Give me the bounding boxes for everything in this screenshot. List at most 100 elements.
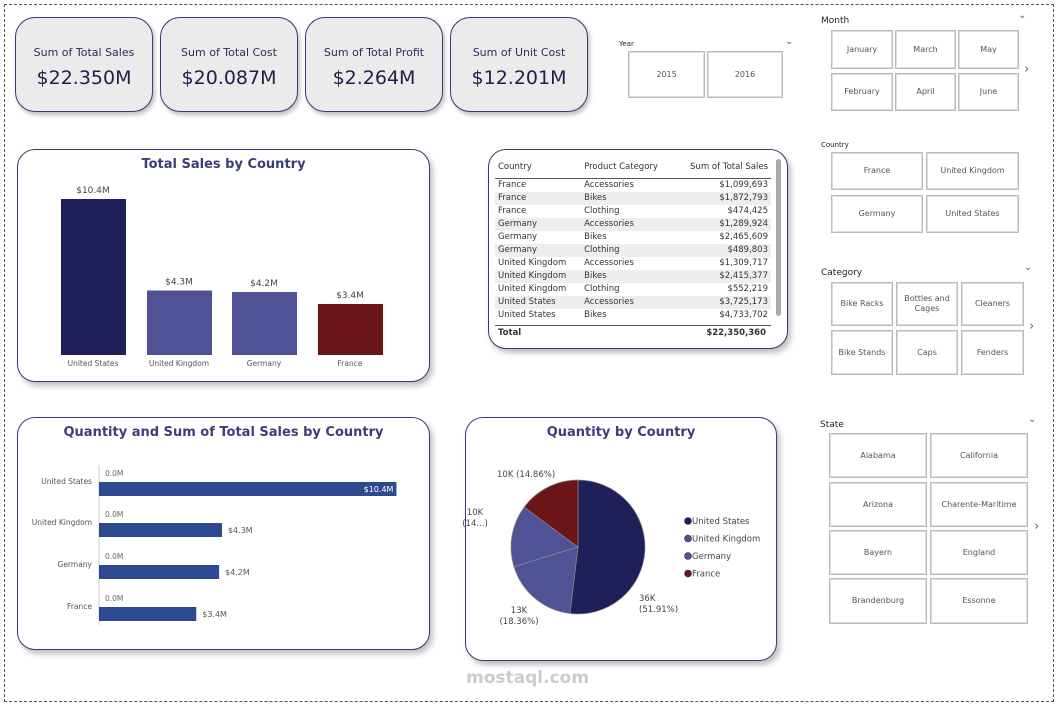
category-slicer-option[interactable]: Cleaners (961, 282, 1024, 326)
state-slicer-option[interactable]: Charente-Maritime (930, 482, 1028, 527)
data-label: 0.0M (105, 510, 123, 519)
chevron-right-icon[interactable]: › (1029, 319, 1035, 334)
state-slicer-option[interactable]: England (930, 530, 1028, 575)
column-header[interactable]: Sum of Total Sales (690, 162, 768, 173)
total-value: $22,350,360 (706, 328, 766, 338)
month-slicer-option[interactable]: May (958, 30, 1019, 69)
table-cell: $489,803 (673, 243, 771, 257)
kpi-card: Sum of Total Sales $22.350M (15, 17, 153, 112)
pie-slice[interactable] (510, 506, 579, 568)
state-slicer-option[interactable]: California (930, 433, 1028, 478)
kpi-label: Sum of Total Cost (181, 46, 277, 59)
table-cell: United Kingdom (498, 257, 567, 268)
column-header[interactable]: Product Category (584, 162, 658, 173)
category-slicer-option[interactable]: Caps (896, 330, 958, 375)
data-label: $10.4M (364, 485, 394, 494)
chevron-down-icon[interactable]: ⌄ (1028, 414, 1037, 425)
country-slicer-option[interactable]: France (831, 152, 923, 190)
column-bar[interactable] (147, 290, 212, 356)
table-cell: $1,872,793 (673, 191, 771, 205)
year-slicer-option[interactable]: 2016 (707, 51, 783, 98)
table-row: Germany Bikes $2,465,609 (495, 231, 771, 244)
month-slicer-option[interactable]: February (831, 73, 893, 111)
chart-title: Quantity and Sum of Total Sales by Count… (63, 425, 384, 440)
data-label: $10.4M (76, 186, 110, 196)
state-slicer-option[interactable]: Brandenburg (829, 578, 927, 624)
year-slicer-title: Year (619, 40, 634, 48)
table-row: United Kingdom Clothing $552,219 (495, 283, 771, 296)
table-cell: United States (498, 309, 556, 320)
total-label: Total (498, 328, 522, 338)
legend-item[interactable]: United Kingdom (692, 535, 760, 545)
x-tick-label: United Kingdom (149, 359, 209, 368)
state-slicer-option[interactable]: Alabama (829, 433, 927, 478)
bar[interactable] (99, 523, 222, 537)
kpi-label: Sum of Unit Cost (472, 46, 566, 59)
column-bar[interactable] (232, 292, 297, 355)
pie-slice[interactable] (569, 479, 646, 615)
category-slicer-option[interactable]: Bottles and Cages (896, 282, 958, 326)
table-row: France Accessories $1,099,693 (495, 178, 771, 192)
bar[interactable] (99, 565, 220, 579)
table-cell: Clothing (584, 205, 620, 216)
y-tick-label: United Kingdom (32, 518, 92, 527)
table-cell: France (495, 191, 582, 205)
table-cell: Clothing (581, 243, 674, 257)
column-bar[interactable] (318, 304, 383, 355)
table-cell: Accessories (581, 217, 674, 231)
table-cell: $1,309,717 (719, 257, 768, 268)
country-slicer-option[interactable]: United Kingdom (926, 152, 1019, 190)
legend-item[interactable]: United States (692, 517, 750, 527)
table-cell: Germany (498, 231, 538, 242)
country-slicer-option[interactable]: United States (926, 195, 1019, 233)
month-slicer-option[interactable]: January (831, 30, 893, 69)
state-slicer-option[interactable]: Essonne (930, 578, 1028, 624)
chevron-down-icon[interactable]: ⌄ (785, 36, 794, 47)
pie-data-label: 36K (51.91%) (639, 594, 678, 615)
month-slicer-option[interactable]: March (895, 30, 956, 69)
watermark: mostaql.com (466, 668, 590, 688)
table-cell: United States (495, 295, 582, 309)
table-cell: Clothing (584, 283, 620, 294)
chevron-down-icon[interactable]: ⌄ (1018, 10, 1027, 21)
state-slicer-option[interactable]: Arizona (829, 482, 927, 527)
table-cell: $4,733,702 (719, 309, 768, 320)
category-slicer-option[interactable]: Bike Stands (831, 330, 893, 375)
table-cell: Germany (495, 243, 582, 257)
chevron-right-icon[interactable]: › (1024, 62, 1030, 77)
category-slicer-option[interactable]: Bike Racks (831, 282, 893, 326)
sales-table: Country Product Category Sum of Total Sale… (495, 158, 771, 322)
kpi-card: Sum of Unit Cost $12.201M (450, 17, 588, 112)
pie-slice[interactable] (523, 479, 579, 548)
kpi-value: $12.201M (471, 67, 567, 89)
bar[interactable] (99, 482, 397, 496)
kpi-value: $20.087M (181, 67, 277, 89)
chevron-right-icon[interactable]: › (1034, 519, 1040, 534)
column-bar[interactable] (61, 199, 126, 355)
data-label: 0.0M (105, 552, 123, 561)
country-slicer-option[interactable]: Germany (831, 195, 923, 233)
category-slicer-option[interactable]: Fenders (961, 330, 1024, 375)
legend-item[interactable]: France (692, 570, 720, 580)
legend-item[interactable]: Germany (692, 552, 731, 562)
chevron-down-icon[interactable]: ⌄ (1024, 262, 1033, 273)
table-row: United States Bikes $4,733,702 (495, 309, 771, 322)
month-slicer-option[interactable]: April (895, 73, 956, 111)
state-slicer-option[interactable]: Bayern (829, 530, 927, 575)
table-cell: Accessories (584, 179, 634, 190)
legend-marker (684, 552, 692, 560)
bar[interactable] (99, 607, 197, 621)
year-slicer-option[interactable]: 2015 (628, 51, 705, 98)
pie-slice[interactable] (513, 546, 579, 614)
month-slicer-option[interactable]: June (958, 73, 1019, 111)
column-header[interactable]: Country (498, 162, 532, 173)
chart-title: Quantity by Country (546, 425, 696, 440)
state-slicer-title: State (820, 420, 844, 430)
kpi-value: $22.350M (36, 67, 132, 89)
table-row: United Kingdom Accessories $1,309,717 (495, 257, 771, 270)
table-scrollbar[interactable] (776, 159, 781, 316)
kpi-label: Sum of Total Sales (33, 46, 135, 59)
y-tick-label: Germany (58, 560, 93, 569)
country-slicer-title: Country (821, 141, 849, 149)
